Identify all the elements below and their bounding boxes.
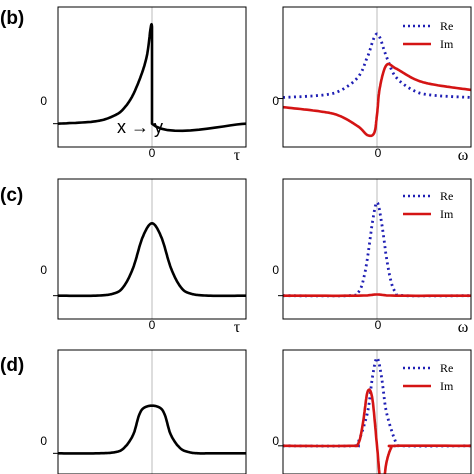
legend-d-re-label: Re — [440, 361, 453, 375]
plot-layer — [53, 6, 472, 474]
row-c-label: (c) — [0, 185, 23, 206]
legend-c-im-label: Im — [440, 207, 454, 221]
row-c-freq-axis-label: ω — [458, 319, 469, 336]
legend-c-re-label: Re — [440, 189, 453, 203]
row-b-time-zero: 0 — [40, 94, 47, 108]
legend-d: Re Im — [403, 361, 454, 393]
panel-c-freq-series-im — [283, 293, 471, 298]
panel-d-freq-series-im — [283, 388, 471, 474]
panel-b-freq-series-im — [283, 62, 471, 138]
row-d-freq-zero: 0 — [272, 434, 279, 448]
panel-c-freq-series-re — [283, 200, 471, 298]
row-d-label: (d) — [0, 355, 24, 376]
row-b-time-tick: 0 — [149, 146, 156, 160]
legend-b-im-label: Im — [440, 37, 454, 51]
row-c-freq-tick: 0 — [375, 318, 382, 332]
row-b-label: (b) — [0, 8, 24, 29]
row-d-time-zero: 0 — [40, 434, 47, 448]
panel-c-freq-frame — [282, 178, 472, 320]
row-c-time-axis-label: τ — [234, 319, 241, 336]
row-b-freq-axis-label: ω — [458, 147, 469, 164]
row-c-time-tick: 0 — [149, 318, 156, 332]
panel-d-time-series-signal — [58, 404, 246, 455]
panel-b-time-frame — [57, 6, 247, 148]
panel-b-time-series-signal — [58, 23, 246, 133]
row-c-time-zero: 0 — [40, 263, 47, 277]
panel-b-freq-frame — [282, 6, 472, 148]
row-b-freq-zero: 0 — [272, 94, 279, 108]
panel-b-freq-series-re — [283, 32, 471, 99]
legend-b: Re Im — [403, 19, 454, 51]
row-c-freq-zero: 0 — [272, 263, 279, 277]
legend-c: Re Im — [403, 189, 454, 221]
panel-c-time-frame — [57, 178, 247, 320]
row-b-time-axis-label: τ — [234, 147, 241, 164]
panel-c-time-series-signal — [58, 222, 246, 298]
panel-d-time-frame — [57, 349, 247, 474]
panel-d-freq-frame — [282, 349, 472, 474]
legend-b-re-label: Re — [440, 19, 453, 33]
legend-d-im-label: Im — [440, 379, 454, 393]
row-b-freq-tick: 0 — [375, 146, 382, 160]
